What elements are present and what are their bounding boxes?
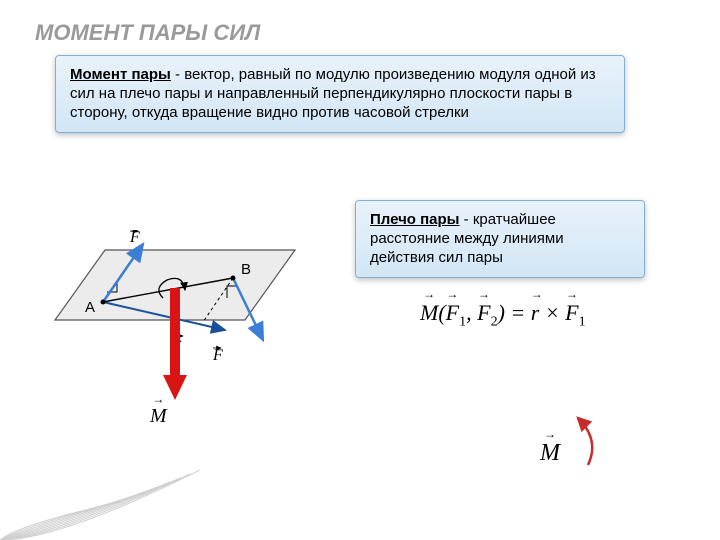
curved-arrow-icon: [560, 410, 600, 470]
point-B: [231, 276, 236, 281]
definition-moment-box: Момент пары - вектор, равный по модулю п…: [55, 55, 625, 133]
slide-title: МОМЕНТ ПАРЫ СИЛ: [35, 20, 260, 46]
force-B-label: F: [212, 347, 223, 364]
formula-block: M(F1, F2) = r × F1: [420, 300, 680, 330]
label-A: A: [85, 299, 95, 316]
formula-r: r: [531, 300, 540, 326]
formula-M: M: [420, 300, 438, 326]
definition-arm-term: Плечо пары: [370, 211, 460, 228]
moment-label: M: [150, 405, 167, 428]
formula-F1: F: [446, 300, 459, 326]
slide: МОМЕНТ ПАРЫ СИЛ Момент пары - вектор, ра…: [0, 0, 720, 540]
corner-sweep-decoration: [0, 460, 200, 540]
force-A-label: F: [129, 230, 140, 246]
definition-moment-term: Момент пары: [70, 66, 171, 83]
couple-diagram: F r F A B: [35, 230, 335, 430]
definition-arm-box: Плечо пары - кратчайшее расстояние между…: [355, 200, 645, 278]
formula-F2: F: [477, 300, 490, 326]
point-A: [101, 300, 106, 305]
label-B: B: [241, 261, 251, 278]
formula-F1b: F: [565, 300, 578, 326]
bottom-M-label: M: [540, 440, 560, 467]
